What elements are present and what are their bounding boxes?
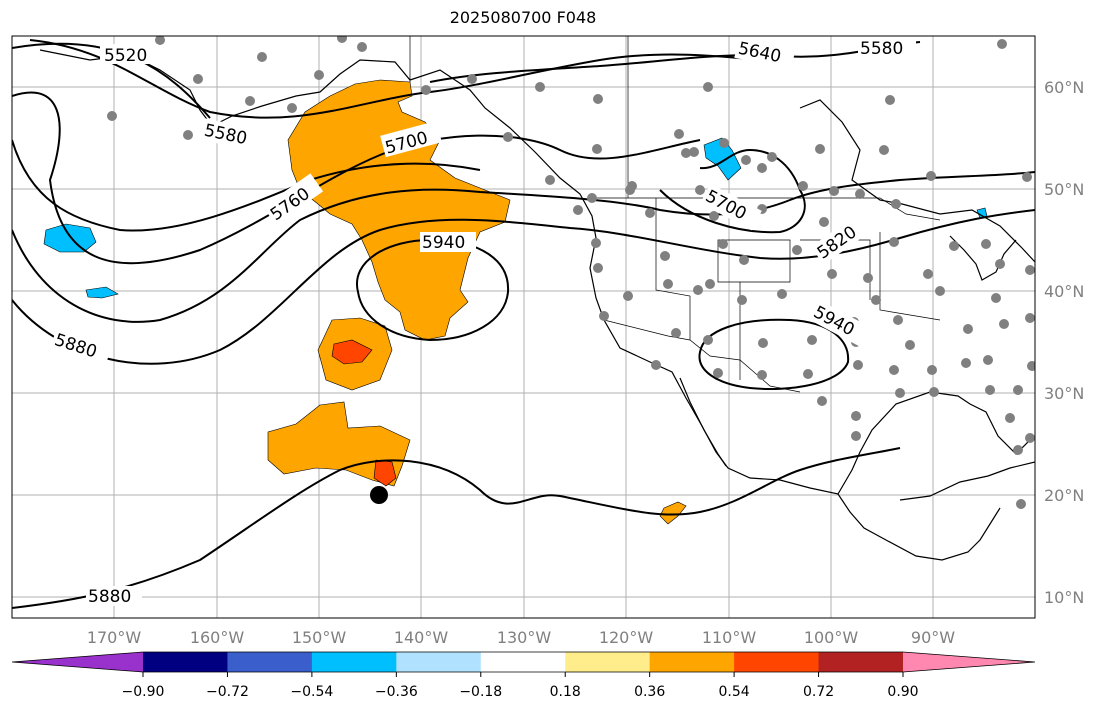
colorbar-swatch	[565, 652, 651, 672]
colorbar-swatch	[227, 652, 313, 672]
lon-label: 150°W	[292, 628, 347, 647]
anomaly-region-negative	[43, 223, 97, 253]
anomaly-region-negative	[85, 286, 119, 299]
lat-label: 60°N	[1044, 78, 1084, 97]
anomaly-region-positive	[659, 501, 687, 525]
observation-stations	[107, 36, 1035, 509]
contour-label: 5880	[88, 587, 131, 607]
contour-line	[698, 318, 850, 390]
contour-line	[29, 39, 761, 119]
lon-label: 90°W	[911, 628, 955, 647]
contour-labels: 5520 5580 5640 5580 5700 5760 5940 5700 …	[50, 36, 916, 607]
graticule	[12, 36, 1035, 618]
lat-label: 40°N	[1044, 282, 1084, 301]
lon-label: 130°W	[497, 628, 552, 647]
colorbar-swatch	[396, 652, 482, 672]
contour-line	[12, 447, 901, 609]
lon-label: 100°W	[804, 628, 859, 647]
colorbar-tick-label: 0.72	[803, 684, 834, 700]
map-title: 2025080700 F048	[449, 8, 597, 27]
contour-label: 5580	[860, 39, 903, 59]
map-frame	[11, 35, 1036, 619]
anomaly-fill-layer	[43, 79, 988, 525]
colorbar-swatch	[480, 652, 566, 672]
contour-line	[429, 41, 921, 83]
contour-label: 5880	[52, 330, 99, 362]
latitude-labels: 60°N 50°N 40°N 30°N 20°N 10°N	[1044, 78, 1084, 607]
contour-line	[12, 171, 1035, 323]
lat-label: 30°N	[1044, 384, 1084, 403]
colorbar-swatch	[649, 652, 735, 672]
lat-label: 20°N	[1044, 486, 1084, 505]
colorbar-swatch	[143, 652, 228, 672]
lon-label: 120°W	[599, 628, 654, 647]
colorbar-tick-label: −0.90	[122, 684, 165, 700]
colorbar-tick-label: −0.18	[459, 684, 502, 700]
coastlines	[39, 49, 1035, 561]
contour-label: 5940	[422, 233, 465, 253]
contour-line	[355, 238, 510, 342]
colorbar-swatch	[734, 652, 820, 672]
lon-label: 160°W	[190, 628, 245, 647]
colorbar-swatch	[311, 652, 397, 672]
contour-label: 5640	[736, 39, 782, 68]
longitude-labels: 170°W 160°W 150°W 140°W 130°W 120°W 110°…	[87, 628, 955, 647]
colorbar: −0.90 −0.72 −0.54 −0.36 −0.18 0.18 0.36 0.54 0.7…	[11, 651, 1036, 700]
lon-label: 110°W	[702, 628, 757, 647]
lon-label: 170°W	[87, 628, 142, 647]
colorbar-extend-low	[12, 652, 143, 672]
colorbar-tick-label: 0.54	[719, 684, 750, 700]
colorbar-tick-label: 0.36	[634, 684, 665, 700]
colorbar-extend-high	[903, 652, 1035, 672]
anomaly-region-positive	[267, 401, 411, 487]
colorbar-tick-label: −0.36	[375, 684, 418, 700]
contour-label: 5520	[104, 46, 147, 66]
contour-line	[12, 139, 481, 232]
lat-label: 10°N	[1044, 588, 1084, 607]
colorbar-swatch	[818, 652, 904, 672]
storm-center-marker	[370, 486, 388, 504]
anomaly-region-strong-positive	[373, 459, 397, 487]
colorbar-ticks: −0.90 −0.72 −0.54 −0.36 −0.18 0.18 0.36 0.54 0.7…	[122, 672, 919, 700]
colorbar-tick-label: 0.18	[550, 684, 581, 700]
colorbar-tick-label: 0.90	[887, 684, 918, 700]
colorbar-tick-label: −0.54	[290, 684, 333, 700]
lat-label: 50°N	[1044, 180, 1084, 199]
colorbar-tick-label: −0.72	[206, 684, 249, 700]
lon-label: 140°W	[394, 628, 449, 647]
anomaly-region-strong-positive	[331, 339, 373, 365]
contour-line	[659, 148, 806, 234]
colorbar-swatches	[11, 651, 1036, 673]
contour-label: 5580	[202, 121, 248, 150]
